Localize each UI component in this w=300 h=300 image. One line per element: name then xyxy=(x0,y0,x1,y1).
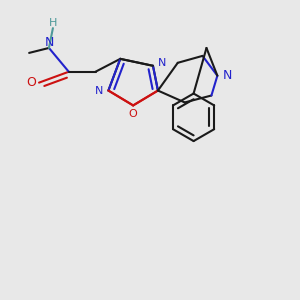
Text: O: O xyxy=(129,109,137,119)
Text: N: N xyxy=(158,58,166,68)
Text: O: O xyxy=(26,76,36,89)
Text: N: N xyxy=(223,69,232,82)
Text: N: N xyxy=(44,37,54,50)
Text: N: N xyxy=(95,85,104,96)
Text: H: H xyxy=(49,18,57,28)
